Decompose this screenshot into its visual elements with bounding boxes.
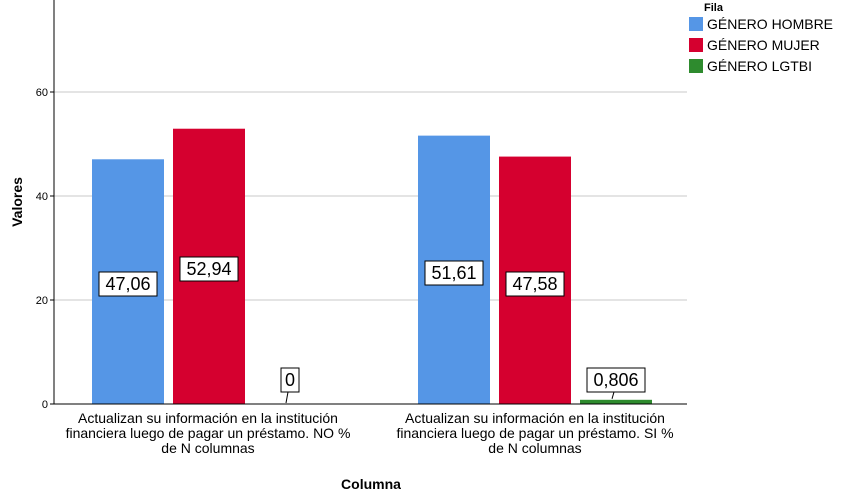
y-tick-label: 60 [36, 87, 48, 99]
x-category-labels: Actualizan su información en la instituc… [66, 410, 674, 456]
x-category-label: Actualizan su información en la instituc… [405, 410, 665, 426]
data-label-box [424, 260, 484, 286]
legend-label: GÉNERO LGTBI [707, 58, 812, 74]
y-ticks: 0 20 40 60 [36, 87, 54, 411]
legend-title: Fila [704, 2, 724, 14]
x-category-label: Actualizan su información en la instituc… [78, 410, 338, 426]
bars [92, 128, 652, 405]
data-label-box [280, 367, 300, 393]
x-category-label: de N columnas [488, 440, 581, 456]
bar [580, 399, 652, 404]
y-tick-label: 0 [42, 399, 48, 411]
legend-swatch [689, 59, 703, 73]
y-axis-title: Valores [9, 177, 25, 227]
label-leader-line [285, 391, 289, 404]
legend-label: GÉNERO HOMBRE [707, 16, 833, 32]
data-label: 0 [285, 370, 295, 390]
data-label: 52,94 [186, 259, 231, 279]
legend-swatch [689, 17, 703, 31]
label-leader-line [611, 391, 615, 399]
legend-label: GÉNERO MUJER [707, 37, 820, 53]
x-axis-title: Columna [341, 476, 401, 492]
data-label: 47,58 [512, 274, 557, 294]
x-category-label: financiera luego de pagar un préstamo. S… [396, 425, 673, 441]
legend: Fila GÉNERO HOMBRE GÉNERO MUJER GÉNERO LGT… [689, 2, 833, 74]
y-tick-label: 20 [36, 295, 48, 307]
data-label-box [98, 271, 158, 297]
x-category-label: de N columnas [161, 440, 254, 456]
y-tick-label: 40 [36, 191, 48, 203]
data-label: 0,806 [593, 370, 638, 390]
data-label-box [179, 256, 239, 282]
legend-swatch [689, 38, 703, 52]
x-category-label: financiera luego de pagar un préstamo. N… [66, 425, 351, 441]
data-label: 51,61 [431, 263, 476, 283]
data-label-box [505, 271, 565, 297]
data-labels: 47,06 51,61 52,94 47,58 0 0,806 [98, 256, 646, 404]
data-label-box [586, 367, 646, 393]
data-label: 47,06 [105, 274, 150, 294]
